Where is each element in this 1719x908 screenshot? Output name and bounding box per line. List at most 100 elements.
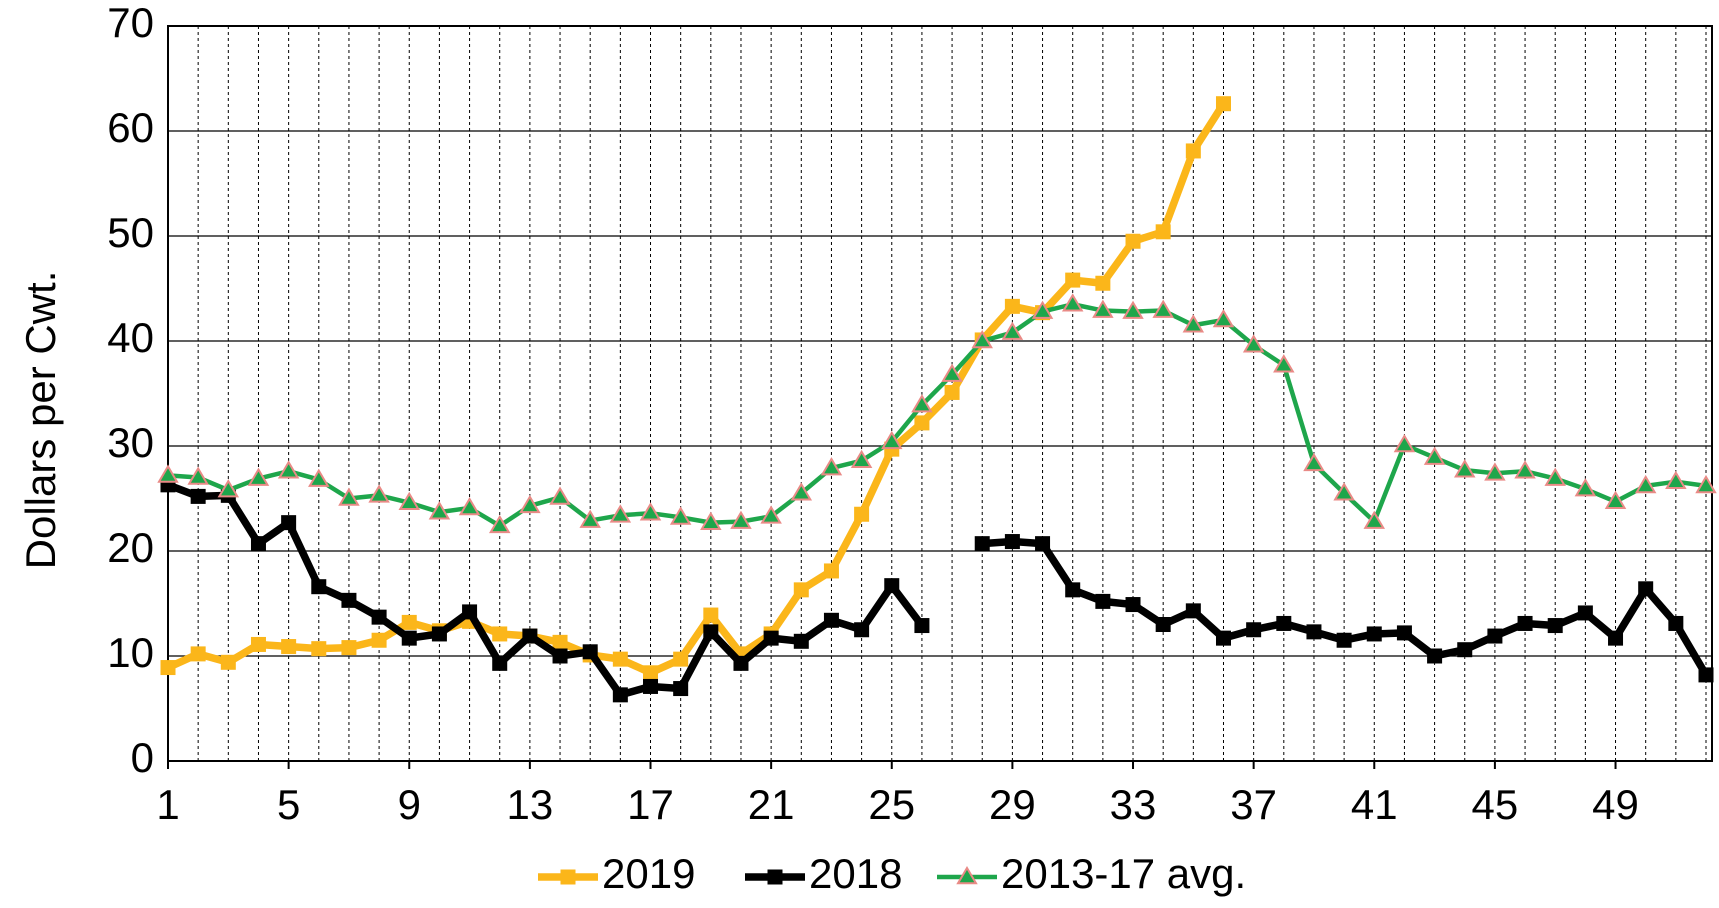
marker [311, 579, 327, 595]
marker [669, 506, 692, 525]
marker [1695, 474, 1717, 494]
x-tick-label: 9 [398, 781, 421, 828]
marker [1246, 622, 1262, 638]
marker [522, 628, 538, 644]
y-tick-label: 0 [131, 734, 154, 781]
marker [217, 479, 240, 498]
marker [281, 515, 297, 531]
marker [401, 614, 417, 630]
marker [1427, 648, 1443, 664]
marker [1215, 630, 1231, 646]
marker [1152, 299, 1174, 318]
marker [1095, 275, 1111, 291]
marker [760, 505, 782, 524]
marker [220, 654, 236, 670]
marker [1061, 293, 1084, 312]
marker [823, 612, 839, 628]
x-tick-label: 1 [156, 781, 179, 828]
series-line [167, 302, 1707, 529]
marker [1035, 536, 1051, 552]
marker [1185, 143, 1201, 159]
marker [1517, 615, 1533, 631]
marker [1487, 628, 1503, 644]
marker [956, 866, 978, 885]
marker [492, 655, 508, 671]
marker [1514, 460, 1536, 479]
marker [462, 604, 478, 620]
marker [1547, 618, 1563, 634]
marker [1125, 233, 1141, 249]
marker [643, 665, 659, 681]
marker [368, 484, 390, 503]
x-tick-label: 33 [1110, 781, 1157, 828]
marker [549, 486, 571, 505]
x-tick-label: 49 [1592, 781, 1639, 828]
plot-frame [167, 25, 1713, 762]
marker [1182, 314, 1205, 333]
marker [884, 578, 900, 594]
marker [1155, 224, 1171, 240]
marker [160, 660, 176, 676]
marker [823, 563, 839, 579]
marker [612, 651, 628, 667]
marker [1366, 626, 1382, 642]
marker [1638, 581, 1654, 597]
marker [1065, 272, 1081, 288]
marker [1454, 459, 1476, 478]
marker [311, 641, 327, 657]
marker [941, 363, 963, 382]
marker [1665, 470, 1687, 489]
marker [944, 384, 960, 400]
marker [1092, 299, 1114, 318]
y-tick-label: 60 [107, 104, 154, 151]
y-tick-label: 50 [107, 209, 154, 256]
y-axis-title: Dollars per Cwt. [17, 271, 64, 570]
marker [914, 415, 930, 431]
x-tick-label: 29 [989, 781, 1036, 828]
marker [703, 607, 719, 623]
marker [1242, 334, 1265, 353]
marker [1122, 300, 1144, 319]
marker [820, 457, 843, 476]
marker [1095, 593, 1111, 609]
marker [1001, 321, 1024, 340]
marker [767, 869, 783, 885]
marker [673, 651, 689, 667]
legend-label: 2019 [602, 850, 695, 897]
marker [1698, 667, 1714, 683]
marker [850, 449, 873, 468]
marker [1423, 446, 1446, 465]
marker [1004, 534, 1020, 550]
marker [1574, 478, 1597, 497]
marker [308, 468, 330, 487]
marker [341, 640, 357, 656]
marker [560, 869, 576, 885]
legend-item: 2013-17 avg. [937, 850, 1246, 897]
marker [519, 494, 541, 514]
marker [639, 502, 662, 521]
marker [190, 646, 206, 662]
x-tick-label: 41 [1351, 781, 1398, 828]
marker [458, 496, 481, 516]
marker [341, 592, 357, 608]
marker [643, 678, 659, 694]
marker [793, 633, 809, 649]
marker [1303, 452, 1325, 472]
marker [1031, 300, 1054, 319]
marker [974, 536, 990, 552]
marker [793, 582, 809, 598]
y-tick-label: 70 [107, 0, 154, 46]
marker [612, 687, 628, 703]
marker [250, 636, 266, 652]
marker [1396, 625, 1412, 641]
marker [1333, 482, 1355, 501]
marker [552, 634, 568, 650]
marker [1393, 433, 1416, 453]
marker [790, 482, 813, 501]
marker [1363, 510, 1386, 529]
marker [371, 632, 387, 648]
marker [733, 655, 749, 671]
marker [371, 609, 387, 625]
marker [1004, 298, 1020, 314]
